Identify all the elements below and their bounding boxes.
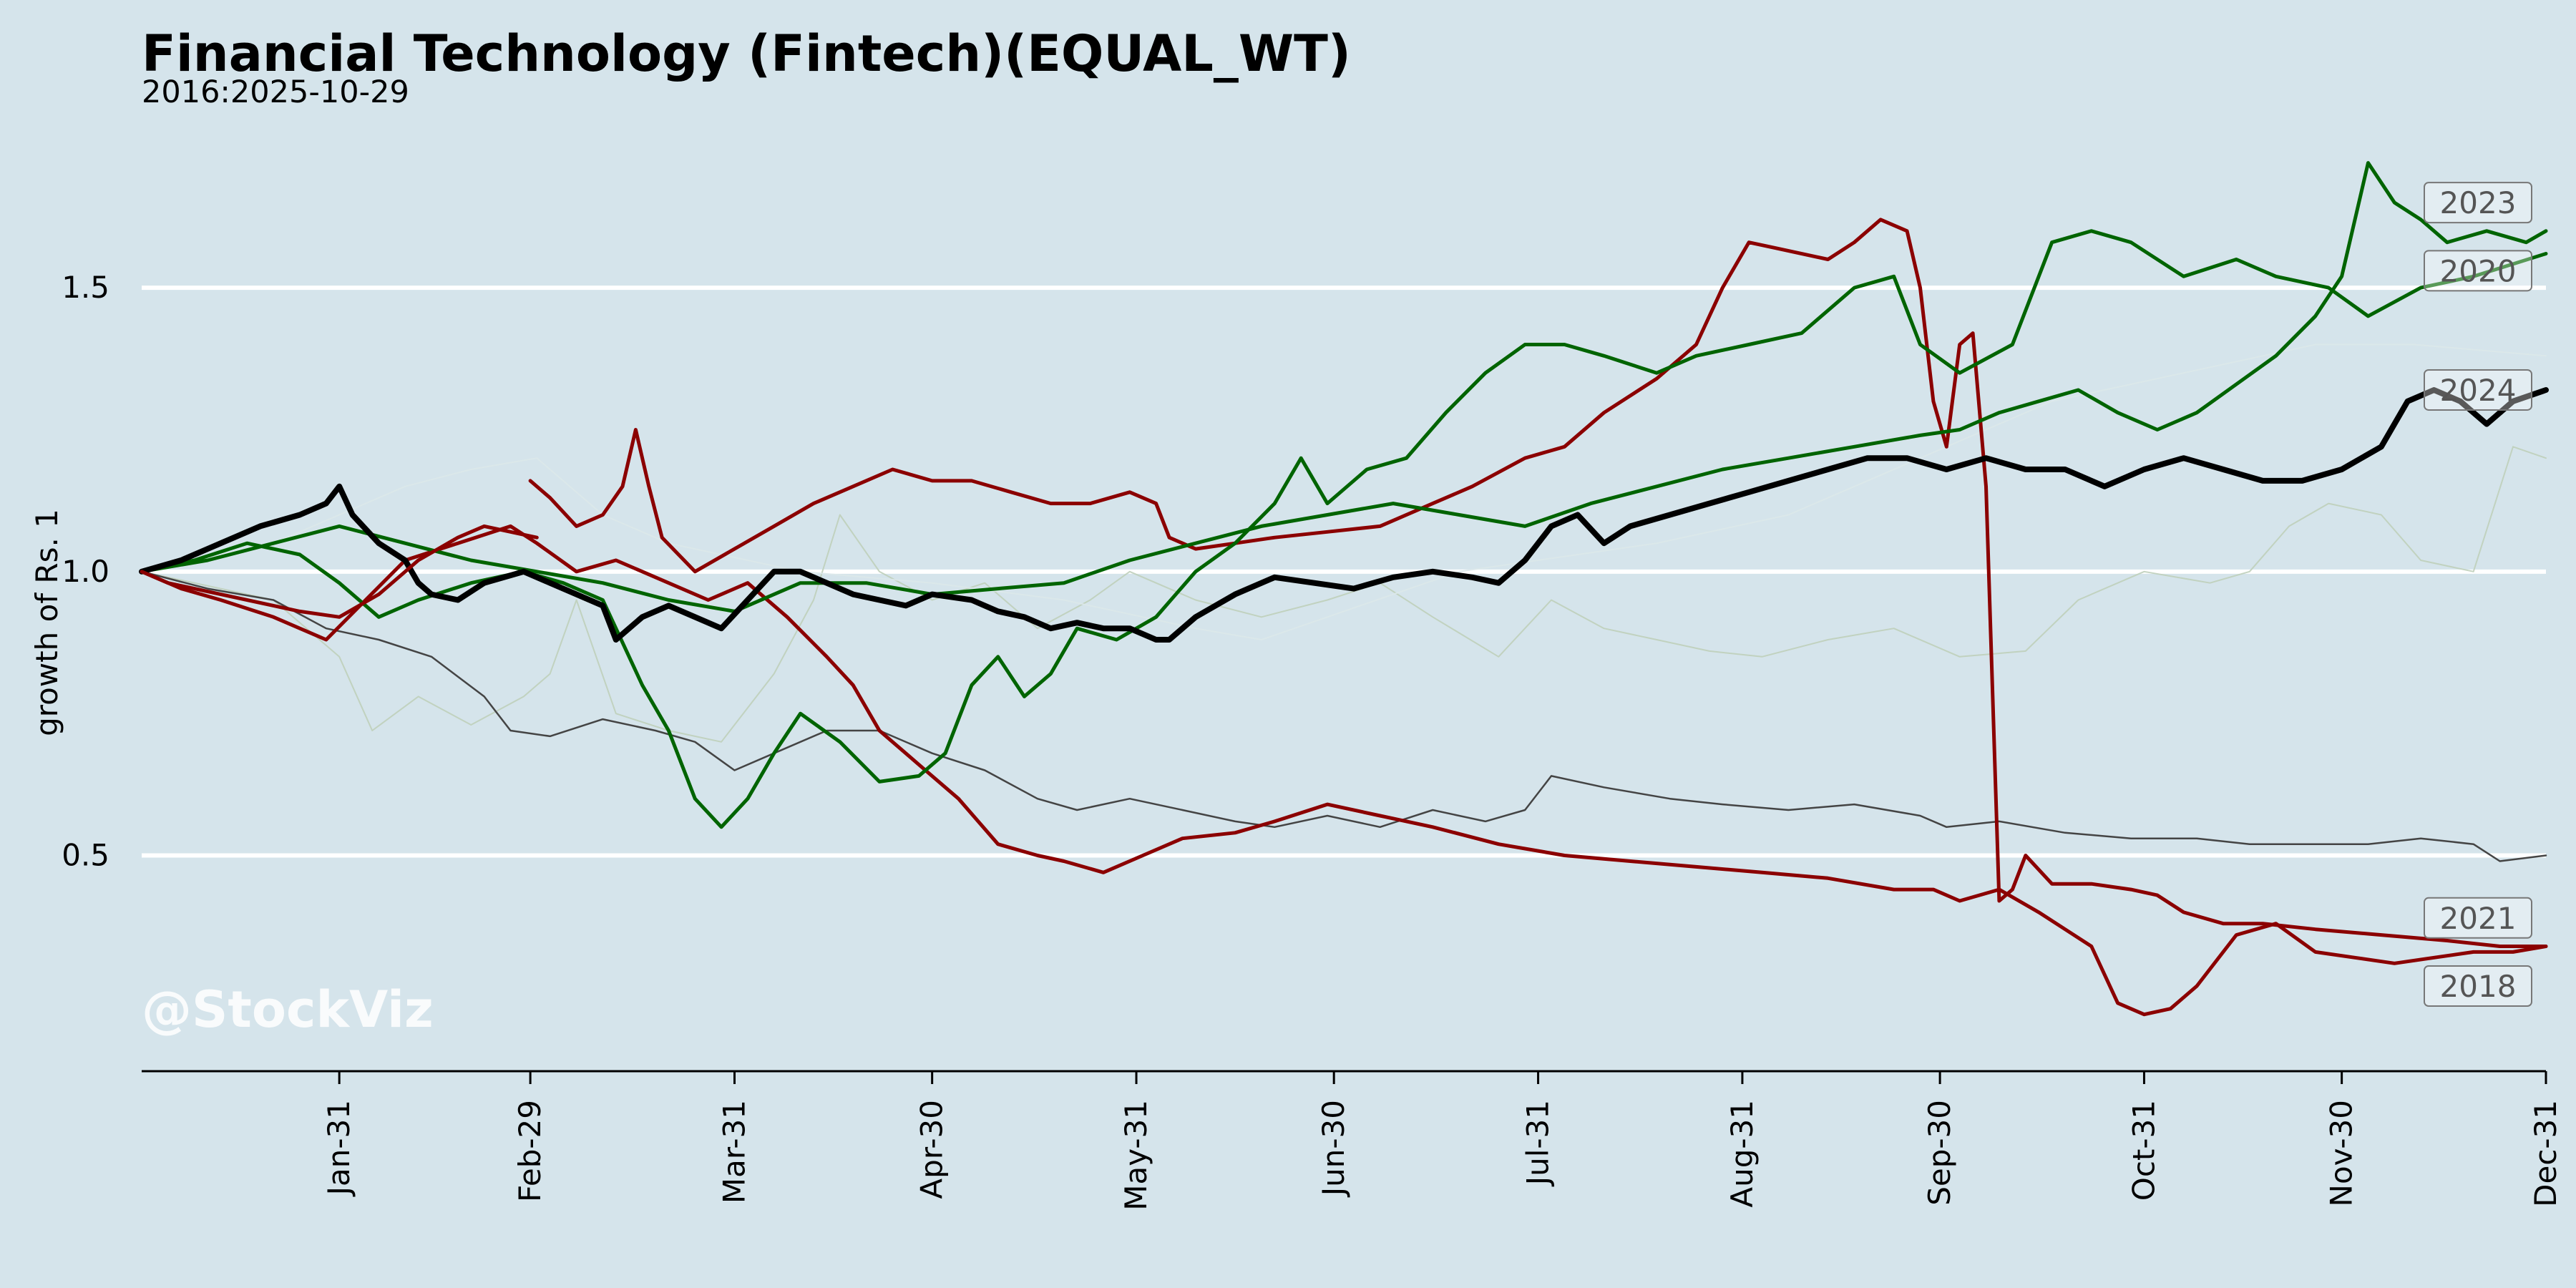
series-tag-label: 2018 bbox=[2440, 969, 2517, 1004]
x-axis: Jan-31 Feb-29 Mar-31 Apr-30 May-31 Jun-30 Jul-… bbox=[142, 1070, 2563, 1211]
series-tag-box bbox=[2424, 965, 2532, 1007]
series-line-2023 bbox=[140, 161, 2548, 613]
x-tick-label: Nov-30 bbox=[2324, 1100, 2359, 1206]
series-tag-box bbox=[2424, 182, 2532, 224]
series-tag-box bbox=[2424, 897, 2532, 939]
series-line-2020 bbox=[140, 229, 2548, 829]
series-line-1 bbox=[141, 343, 2547, 640]
y-axis-label: growth of Rs. 1 bbox=[29, 509, 64, 736]
watermark: @StockViz bbox=[142, 980, 434, 1039]
series-line-2024 bbox=[139, 387, 2549, 643]
x-tick-label: Jan-31 bbox=[321, 1100, 356, 1197]
chart-subtitle: 2016:2025-10-29 bbox=[142, 74, 409, 110]
x-tick-label: Oct-31 bbox=[2126, 1100, 2161, 1201]
series-tag-2018: 2018 bbox=[2424, 965, 2532, 1007]
series-tag-label: 2021 bbox=[2440, 901, 2517, 936]
series-tag-2024: 2024 bbox=[2424, 369, 2532, 411]
series-line-0 bbox=[141, 446, 2547, 743]
series-tag-2023: 2023 bbox=[2424, 182, 2532, 224]
x-tick-label: Jun-30 bbox=[1316, 1100, 1351, 1198]
series-tag-box bbox=[2424, 369, 2532, 411]
x-tick-label: Sep-30 bbox=[1922, 1100, 1957, 1206]
series-tags: 2023 2020 2024 2021 2018 bbox=[2424, 182, 2532, 1007]
series-line-2 bbox=[140, 570, 2547, 862]
series-line-2021 bbox=[140, 524, 539, 619]
series-line-2018 bbox=[140, 524, 2548, 1017]
x-tick-label: Jul-31 bbox=[1521, 1100, 1556, 1187]
series-tag-label: 2023 bbox=[2440, 185, 2517, 220]
series-lines bbox=[139, 161, 2549, 1017]
series-tag-box bbox=[2424, 250, 2532, 292]
x-tick-label: Dec-31 bbox=[2528, 1100, 2563, 1207]
x-tick-label: Apr-30 bbox=[914, 1100, 950, 1199]
series-line-2019 bbox=[528, 218, 2548, 948]
x-tick-label: Mar-31 bbox=[716, 1100, 751, 1204]
series-tag-label: 2020 bbox=[2440, 253, 2517, 288]
x-tick-label: Feb-29 bbox=[512, 1100, 547, 1202]
x-tick-label: May-31 bbox=[1118, 1100, 1153, 1211]
series-tag-2020: 2020 bbox=[2424, 250, 2532, 292]
x-tick-label: Aug-31 bbox=[1724, 1100, 1760, 1208]
series-tag-label: 2024 bbox=[2440, 373, 2517, 408]
y-tick-label: 1.5 bbox=[62, 270, 109, 305]
series-tag-2021: 2021 bbox=[2424, 897, 2532, 939]
y-axis-ticks: 0.5 1.0 1.5 bbox=[62, 270, 109, 872]
chart-title: Financial Technology (Fintech)(EQUAL_WT) bbox=[142, 24, 1351, 83]
y-tick-label: 1.0 bbox=[62, 554, 109, 589]
y-tick-label: 0.5 bbox=[62, 838, 109, 873]
